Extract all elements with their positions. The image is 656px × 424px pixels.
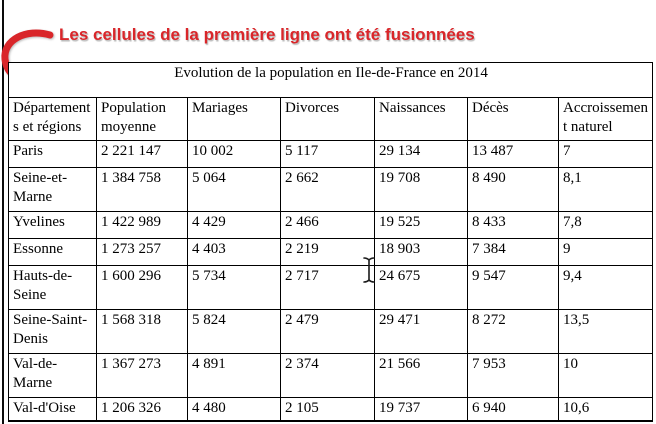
cell-population[interactable]: 1 273 257 [96,238,188,266]
header-cell-population[interactable]: Population moyenne [96,97,188,141]
page-edge-line [2,0,4,424]
cell-naissances[interactable]: 18 903 [374,238,468,266]
cell-departement[interactable]: Essonne [8,238,97,266]
cell-divorces[interactable]: 5 117 [280,140,375,168]
table-row: Seine-et-Marne 1 384 758 5 064 2 662 19 … [8,167,654,212]
merged-title-cell[interactable]: Evolution de la population en Ile-de-Fra… [7,62,654,98]
cell-naissances[interactable]: 19 737 [374,397,468,421]
cell-deces[interactable]: 8 433 [467,211,559,239]
cell-naissances[interactable]: 29 134 [374,140,468,168]
cell-mariages[interactable]: 4 891 [187,353,281,398]
cell-deces[interactable]: 7 953 [467,353,559,398]
table-row: Val-d'Oise 1 206 326 4 480 2 105 19 737 … [8,397,654,421]
cell-naissances[interactable]: 24 675 [374,265,468,310]
text-cursor-icon [363,257,375,283]
cell-divorces[interactable]: 2 717 [280,265,375,310]
table-row: Val-de-Marne 1 367 273 4 891 2 374 21 56… [8,353,654,398]
cell-divorces[interactable]: 2 479 [280,309,375,354]
table-row-header: Départements et régions Population moyen… [8,97,654,141]
cell-accroissement[interactable]: 13,5 [557,309,654,354]
cell-divorces[interactable]: 2 466 [280,211,375,239]
cell-accroissement[interactable]: 7,8 [557,211,654,239]
cell-deces[interactable]: 13 487 [467,140,559,168]
cell-mariages[interactable]: 4 429 [187,211,281,239]
header-cell-accroissement[interactable]: Accroissement naturel [557,97,654,141]
header-cell-divorces[interactable]: Divorces [280,97,375,141]
cell-deces[interactable]: 6 940 [467,397,559,421]
cell-mariages[interactable]: 5 734 [187,265,281,310]
cell-mariages[interactable]: 10 002 [187,140,281,168]
cell-population[interactable]: 1 206 326 [96,397,188,421]
cell-population[interactable]: 1 422 989 [96,211,188,239]
cell-naissances[interactable]: 21 566 [374,353,468,398]
cell-naissances[interactable]: 19 525 [374,211,468,239]
cell-departement[interactable]: Val-de-Marne [8,353,97,398]
cell-accroissement[interactable]: 10 [557,353,654,398]
population-table: Evolution de la population en Ile-de-Fra… [7,62,654,422]
cell-departement[interactable]: Seine-et-Marne [8,167,97,212]
cell-divorces[interactable]: 2 662 [280,167,375,212]
cell-divorces[interactable]: 2 219 [280,238,375,266]
cell-population[interactable]: 1 568 318 [96,309,188,354]
cell-departement[interactable]: Paris [8,140,97,168]
cell-deces[interactable]: 8 272 [467,309,559,354]
cell-departement[interactable]: Yvelines [8,211,97,239]
cell-mariages[interactable]: 5 824 [187,309,281,354]
cell-mariages[interactable]: 4 403 [187,238,281,266]
cell-accroissement[interactable]: 9,4 [557,265,654,310]
cell-departement[interactable]: Seine-Saint-Denis [8,309,97,354]
cell-mariages[interactable]: 4 480 [187,397,281,421]
cell-accroissement[interactable]: 9 [557,238,654,266]
cell-deces[interactable]: 9 547 [467,265,559,310]
header-cell-deces[interactable]: Décès [467,97,559,141]
cell-naissances[interactable]: 19 708 [374,167,468,212]
cell-accroissement[interactable]: 7 [557,140,654,168]
header-cell-naissances[interactable]: Naissances [374,97,468,141]
cell-population[interactable]: 2 221 147 [96,140,188,168]
cell-divorces[interactable]: 2 105 [280,397,375,421]
annotation-text: Les cellules de la première ligne ont ét… [59,25,475,44]
cell-population[interactable]: 1 384 758 [96,167,188,212]
table-row: Paris 2 221 147 10 002 5 117 29 134 13 4… [8,140,654,168]
cell-population[interactable]: 1 600 296 [96,265,188,310]
table-row: Yvelines 1 422 989 4 429 2 466 19 525 8 … [8,211,654,239]
cell-accroissement[interactable]: 8,1 [557,167,654,212]
table-row: Hauts-de-Seine 1 600 296 5 734 2 717 24 … [8,265,654,310]
cell-departement[interactable]: Hauts-de-Seine [8,265,97,310]
cell-population[interactable]: 1 367 273 [96,353,188,398]
cell-deces[interactable]: 8 490 [467,167,559,212]
cell-naissances[interactable]: 29 471 [374,309,468,354]
header-cell-mariages[interactable]: Mariages [187,97,281,141]
table-row-title: Evolution de la population en Ile-de-Fra… [7,62,654,98]
header-cell-departements[interactable]: Départements et régions [8,97,97,141]
table-row: Seine-Saint-Denis 1 568 318 5 824 2 479 … [8,309,654,354]
cell-accroissement[interactable]: 10,6 [557,397,654,421]
cell-divorces[interactable]: 2 374 [280,353,375,398]
cell-mariages[interactable]: 5 064 [187,167,281,212]
cell-departement[interactable]: Val-d'Oise [8,397,97,421]
cell-deces[interactable]: 7 384 [467,238,559,266]
table-row: Essonne 1 273 257 4 403 2 219 18 903 7 3… [8,238,654,266]
